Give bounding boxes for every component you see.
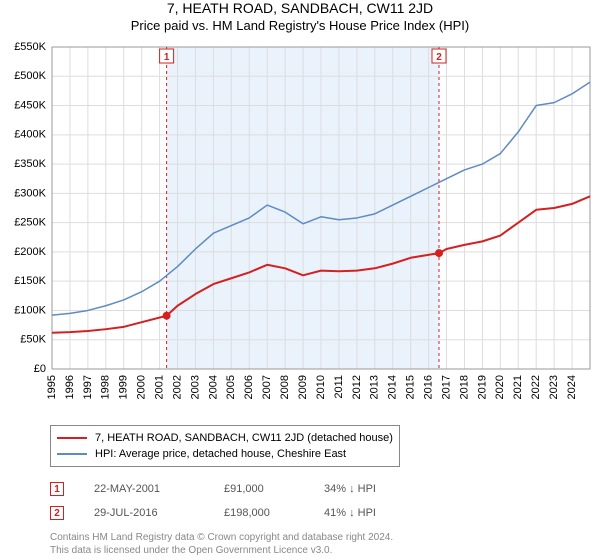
transaction-price: £91,000: [224, 483, 294, 495]
transaction-delta: 34% ↓ HPI: [324, 483, 414, 495]
transaction-date: 22-MAY-2001: [94, 483, 194, 495]
svg-text:£100K: £100K: [14, 304, 46, 316]
transaction-date: 29-JUL-2016: [94, 507, 194, 519]
transaction-marker: 1: [50, 482, 64, 496]
svg-text:£550K: £550K: [14, 41, 46, 53]
svg-text:2011: 2011: [333, 375, 345, 399]
svg-text:1999: 1999: [118, 375, 130, 399]
svg-text:1996: 1996: [64, 375, 76, 399]
line-chart: £0 £50K £100K £150K £200K £250K £300K £350K £400…: [0, 39, 600, 419]
transaction-row: 2 29-JUL-2016 £198,000 41% ↓ HPI: [50, 501, 592, 525]
svg-text:£350K: £350K: [14, 158, 46, 170]
legend-swatch: [57, 453, 87, 455]
svg-text:1: 1: [164, 52, 170, 63]
legend: 7, HEATH ROAD, SANDBACH, CW11 2JD (detac…: [50, 425, 400, 467]
svg-text:£250K: £250K: [14, 217, 46, 229]
svg-text:2016: 2016: [423, 375, 435, 399]
svg-text:2013: 2013: [369, 375, 381, 399]
svg-text:2008: 2008: [279, 375, 291, 399]
svg-text:2018: 2018: [458, 375, 470, 399]
legend-row: 7, HEATH ROAD, SANDBACH, CW11 2JD (detac…: [57, 430, 393, 446]
svg-text:2002: 2002: [171, 375, 183, 399]
svg-text:£50K: £50K: [20, 334, 46, 346]
legend-label: 7, HEATH ROAD, SANDBACH, CW11 2JD (detac…: [95, 432, 393, 444]
svg-text:2001: 2001: [154, 375, 166, 399]
svg-text:2009: 2009: [297, 375, 309, 399]
svg-text:2023: 2023: [548, 375, 560, 399]
svg-text:£150K: £150K: [14, 275, 46, 287]
svg-text:2004: 2004: [207, 375, 219, 399]
svg-text:1997: 1997: [82, 375, 94, 399]
legend-label: HPI: Average price, detached house, Ches…: [95, 448, 346, 460]
transaction-marker: 2: [50, 506, 64, 520]
svg-text:£0: £0: [34, 363, 46, 375]
svg-text:2012: 2012: [351, 375, 363, 399]
legend-row: HPI: Average price, detached house, Ches…: [57, 446, 393, 462]
svg-text:1995: 1995: [46, 375, 58, 399]
svg-text:2006: 2006: [243, 375, 255, 399]
svg-text:£500K: £500K: [14, 70, 46, 82]
transaction-table: 1 22-MAY-2001 £91,000 34% ↓ HPI 2 29-JUL-2016…: [50, 477, 592, 525]
svg-text:2005: 2005: [225, 375, 237, 399]
svg-text:2000: 2000: [136, 375, 148, 399]
svg-text:2019: 2019: [476, 375, 488, 399]
page-subtitle: Price paid vs. HM Land Registry's House …: [0, 18, 600, 33]
svg-text:2022: 2022: [530, 375, 542, 399]
svg-text:£400K: £400K: [14, 129, 46, 141]
svg-text:2020: 2020: [494, 375, 506, 399]
transaction-row: 1 22-MAY-2001 £91,000 34% ↓ HPI: [50, 477, 592, 501]
transaction-delta: 41% ↓ HPI: [324, 507, 414, 519]
svg-text:2014: 2014: [387, 375, 399, 399]
svg-text:2: 2: [436, 52, 442, 63]
svg-text:2010: 2010: [315, 375, 327, 399]
svg-text:2003: 2003: [189, 375, 201, 399]
svg-text:2017: 2017: [440, 375, 452, 399]
page-title: 7, HEATH ROAD, SANDBACH, CW11 2JD: [0, 0, 600, 16]
svg-text:£450K: £450K: [14, 99, 46, 111]
legend-swatch: [57, 437, 87, 439]
svg-text:1998: 1998: [100, 375, 112, 399]
svg-text:£200K: £200K: [14, 246, 46, 258]
svg-text:£300K: £300K: [14, 187, 46, 199]
svg-text:2021: 2021: [512, 375, 524, 399]
footnote: Contains HM Land Registry data © Crown c…: [50, 531, 592, 557]
svg-text:2015: 2015: [405, 375, 417, 399]
svg-text:2007: 2007: [261, 375, 273, 399]
svg-text:2024: 2024: [566, 375, 578, 399]
transaction-price: £198,000: [224, 507, 294, 519]
chart-area: £0 £50K £100K £150K £200K £250K £300K £350K £400…: [0, 39, 600, 419]
